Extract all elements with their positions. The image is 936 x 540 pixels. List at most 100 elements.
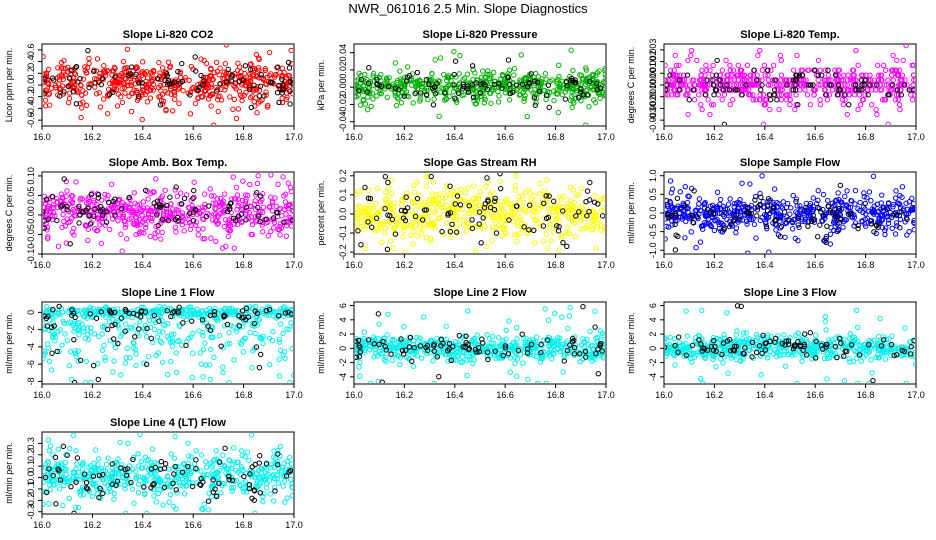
y-tick-label: 0.05 [26, 187, 36, 205]
data-point [472, 88, 479, 94]
data-point [397, 339, 404, 346]
data-point [765, 77, 772, 83]
x-tick-label: 16.8 [547, 260, 565, 270]
data-point [242, 198, 249, 205]
reference-point [57, 93, 63, 99]
reference-point [464, 83, 471, 89]
data-point [829, 87, 836, 93]
data-point [61, 218, 67, 225]
data-point [897, 201, 903, 208]
data-point [215, 108, 221, 115]
data-point [222, 61, 228, 67]
data-point [436, 113, 442, 120]
data-point [888, 67, 895, 73]
data-point [137, 319, 143, 325]
data-point [735, 72, 741, 78]
panel-title: Slope Li-820 Temp. [740, 29, 839, 41]
reference-point [817, 222, 823, 228]
reference-point [365, 219, 371, 225]
data-point [213, 238, 219, 245]
data-point [45, 208, 51, 214]
data-point [131, 190, 137, 196]
reference-point [187, 92, 193, 98]
data-point [885, 213, 891, 220]
reference-point [534, 79, 541, 85]
data-point [48, 367, 55, 373]
data-point [282, 199, 289, 205]
data-point [222, 216, 229, 223]
data-point [374, 185, 381, 192]
data-point [752, 193, 759, 200]
data-point [596, 68, 602, 74]
reference-point [721, 121, 728, 125]
data-point [554, 80, 560, 87]
reference-point [793, 82, 799, 88]
data-point [463, 228, 470, 235]
reference-point [564, 243, 570, 250]
reference-point [836, 87, 842, 93]
reference-point [92, 80, 98, 86]
data-point [115, 91, 122, 97]
data-point [853, 77, 859, 83]
data-point [102, 222, 109, 228]
data-point [410, 241, 416, 247]
data-point [366, 213, 372, 219]
data-point [494, 225, 500, 231]
data-point [76, 320, 82, 326]
data-point [586, 103, 592, 110]
data-point [67, 218, 73, 225]
data-point [155, 229, 161, 235]
data-point [452, 217, 458, 223]
data-point [278, 74, 285, 80]
y-tick-label: 0.00 [26, 206, 36, 224]
data-point [133, 362, 139, 369]
data-point [73, 179, 79, 185]
data-point [912, 77, 915, 83]
data-point [290, 83, 293, 89]
data-point [46, 102, 53, 108]
data-point [358, 88, 364, 94]
data-point [768, 82, 774, 88]
reference-point [192, 206, 199, 213]
data-point [873, 106, 879, 113]
data-point [254, 110, 260, 116]
data-point [534, 343, 540, 350]
scatter-points [665, 173, 915, 253]
data-point [885, 77, 891, 83]
data-point [852, 201, 858, 207]
reference-point [421, 207, 428, 213]
reference-point [109, 322, 115, 329]
data-point [207, 346, 214, 353]
data-point [188, 304, 194, 310]
data-point [810, 207, 817, 213]
data-point [172, 92, 178, 98]
data-point [669, 82, 676, 88]
data-point [502, 90, 509, 96]
reference-point [686, 97, 692, 103]
data-point [460, 222, 467, 229]
data-point [591, 217, 597, 224]
data-point [665, 62, 668, 69]
data-point [111, 208, 117, 215]
data-point [496, 93, 502, 99]
data-point [448, 234, 454, 241]
reference-point [792, 87, 799, 93]
data-point [601, 195, 605, 201]
data-point [790, 67, 797, 73]
data-point [522, 207, 529, 214]
data-point [702, 212, 708, 218]
x-tick-label: 16.6 [184, 260, 202, 270]
data-point [361, 329, 368, 335]
data-point [270, 225, 277, 231]
reference-point [836, 220, 842, 226]
reference-point [365, 195, 372, 201]
data-point [518, 346, 524, 353]
x-tick-label: 16.4 [134, 390, 152, 400]
data-point [231, 357, 237, 363]
data-point [451, 48, 457, 55]
data-point [173, 369, 180, 376]
reference-point [484, 86, 491, 93]
data-point [436, 191, 442, 197]
reference-point [206, 203, 212, 209]
data-point [590, 71, 596, 78]
